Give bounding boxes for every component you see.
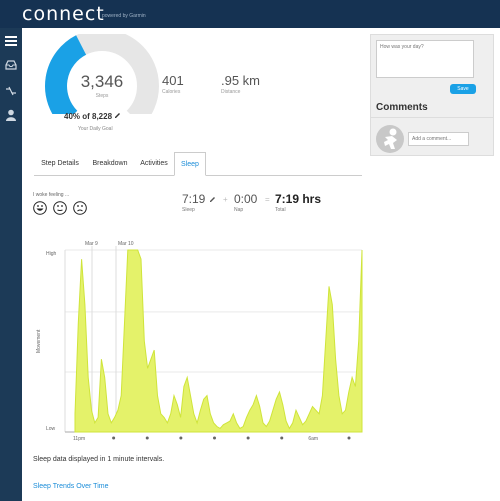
total-value: 7:19 hrs xyxy=(275,192,322,206)
avatar xyxy=(376,125,404,153)
nap-label: Nap xyxy=(234,207,244,213)
x-tick-label: 6am xyxy=(308,436,318,442)
sleep-value-text: 7:19 xyxy=(182,192,206,206)
x-tick-dot xyxy=(246,436,250,440)
interval-note: Sleep data displayed in 1 minute interva… xyxy=(33,456,165,463)
happy-face-icon[interactable] xyxy=(33,201,47,215)
comment-input[interactable] xyxy=(408,132,469,146)
x-tick-dot xyxy=(280,436,284,440)
inbox-icon[interactable] xyxy=(4,58,18,72)
calories-label: Calories xyxy=(162,89,181,95)
sleep-duration: 7:19 Sleep xyxy=(182,192,216,213)
equals-sign: = xyxy=(265,195,270,204)
tab-bar: Step Details Breakdown Activities Sleep xyxy=(34,152,362,176)
comments-title: Comments xyxy=(376,102,428,113)
goal-progress: 40% of 8,228 xyxy=(64,112,121,121)
sad-face-icon[interactable] xyxy=(73,201,87,215)
connections-icon[interactable] xyxy=(4,84,18,98)
tab-step-details[interactable]: Step Details xyxy=(41,160,79,167)
gauge-fill xyxy=(45,35,87,114)
comments-divider xyxy=(371,117,493,118)
date-marker-label: Mar 10 xyxy=(118,241,134,247)
profile-icon[interactable] xyxy=(4,108,18,122)
goal-text: 40% of 8,228 xyxy=(64,112,113,121)
sleep-movement-chart: Mar 9 Mar 10 High Low Movement 11pm 6am xyxy=(36,241,363,442)
powered-by: powered by Garmin xyxy=(102,13,146,19)
nap-value: 0:00 xyxy=(234,192,258,206)
calories-stat: 401 Calories xyxy=(162,73,184,95)
day-input[interactable] xyxy=(376,40,474,78)
neutral-face-icon[interactable] xyxy=(53,201,67,215)
main-content: 3,346 Steps 40% of 8,228 Your Daily Goal… xyxy=(22,28,500,501)
tab-sleep[interactable]: Sleep xyxy=(174,152,206,176)
sleep-value: 7:19 xyxy=(182,192,216,206)
y-axis-label: Movement xyxy=(36,329,42,353)
plus-sign: + xyxy=(223,195,228,204)
movement-area xyxy=(74,249,363,433)
x-tick-dot xyxy=(112,436,116,440)
sleep-trends-link[interactable]: Sleep Trends Over Time xyxy=(33,483,109,490)
sleep-label: Sleep xyxy=(182,207,195,213)
edit-goal-icon[interactable] xyxy=(114,112,121,121)
nap-duration: 0:00 Nap xyxy=(234,192,257,213)
date-marker-label: Mar 9 xyxy=(85,241,98,247)
y-tick-high: High xyxy=(46,251,57,257)
chart-grid xyxy=(64,246,362,433)
feeling-label: I woke feeling ... xyxy=(33,192,70,198)
logo[interactable]: connect xyxy=(22,3,105,25)
distance-value: .95 km xyxy=(221,73,261,88)
save-button[interactable]: Save xyxy=(450,84,476,94)
x-tick-dot xyxy=(347,436,351,440)
side-nav xyxy=(0,28,22,501)
chart-labels: Mar 9 Mar 10 High Low Movement 11pm 6am xyxy=(36,241,351,442)
calories-value: 401 xyxy=(162,73,184,88)
steps-gauge xyxy=(45,34,159,114)
total-duration: 7:19 hrs Total xyxy=(275,192,321,213)
x-tick-dot xyxy=(145,436,149,440)
tab-breakdown[interactable]: Breakdown xyxy=(92,160,128,167)
x-tick-dot xyxy=(213,436,216,440)
tab-activities[interactable]: Activities xyxy=(140,160,168,167)
distance-label: Distance xyxy=(221,89,241,95)
top-bar: connect powered by Garmin xyxy=(0,0,500,28)
y-tick-low: Low xyxy=(46,426,56,432)
distance-stat: .95 km Distance xyxy=(221,73,260,95)
right-panel: Save Comments xyxy=(370,34,494,156)
steps-label: Steps xyxy=(95,93,109,99)
total-label: Total xyxy=(275,207,286,213)
edit-sleep-icon[interactable] xyxy=(209,196,216,203)
menu-icon[interactable] xyxy=(4,34,18,48)
goal-label: Your Daily Goal xyxy=(78,126,113,132)
steps-value: 3,346 xyxy=(80,72,124,91)
x-tick-label: 11pm xyxy=(73,436,85,442)
x-tick-dot xyxy=(179,436,183,440)
